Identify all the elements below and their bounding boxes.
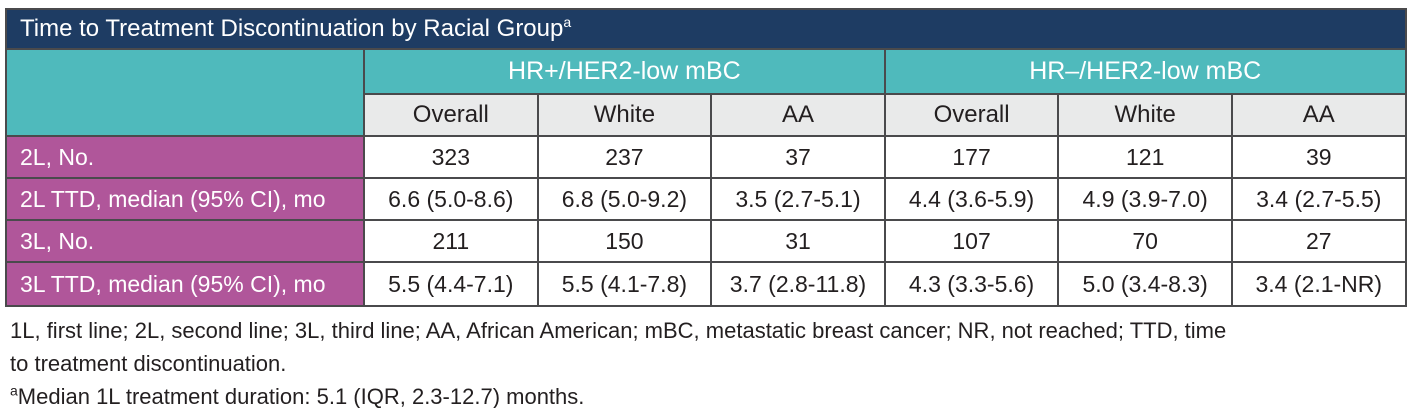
table-title-row: Time to Treatment Discontinuation by Rac…	[5, 8, 1407, 50]
row-label: 2L TTD, median (95% CI), mo	[5, 177, 365, 221]
table-cell: 4.3 (3.3-5.6)	[883, 261, 1060, 307]
ttd-table: Time to Treatment Discontinuation by Rac…	[5, 8, 1407, 307]
group-header-hr-negative: HR–/HER2-low mBC	[883, 48, 1407, 95]
sub-header-overall-1: Overall	[363, 93, 539, 137]
table-title-superscript: a	[563, 14, 572, 30]
table-cell: 150	[536, 219, 713, 263]
table-title: Time to Treatment Discontinuation by Rac…	[5, 8, 1407, 50]
table-cell: 4.4 (3.6-5.9)	[883, 177, 1060, 221]
footnote-median-duration: aMedian 1L treatment duration: 5.1 (IQR,…	[10, 380, 1412, 408]
table-cell: 211	[363, 219, 539, 263]
group-header-hr-positive: HR+/HER2-low mBC	[363, 48, 886, 95]
table-cell: 237	[536, 135, 713, 179]
table-cell: 3.4 (2.1-NR)	[1230, 261, 1407, 307]
table-cell: 5.5 (4.4-7.1)	[363, 261, 539, 307]
table-cell: 4.9 (3.9-7.0)	[1057, 177, 1233, 221]
sub-header-row: Overall White AA Overall White AA	[6, 93, 1407, 137]
sub-header-aa-2: AA	[1230, 93, 1407, 137]
table-cell: 3.4 (2.7-5.5)	[1230, 177, 1407, 221]
table-cell: 177	[883, 135, 1060, 179]
table-cell: 37	[710, 135, 886, 179]
table-cell: 323	[363, 135, 539, 179]
footnotes: 1L, first line; 2L, second line; 3L, thi…	[0, 307, 1412, 408]
sub-header-aa-1: AA	[710, 93, 886, 137]
table-cell: 5.0 (3.4-8.3)	[1057, 261, 1233, 307]
table-row-3l-ttd: 3L TTD, median (95% CI), mo 5.5 (4.4-7.1…	[5, 261, 1407, 307]
table-cell: 6.6 (5.0-8.6)	[363, 177, 539, 221]
table-title-text: Time to Treatment Discontinuation by Rac…	[20, 15, 564, 42]
footnote-median-duration-text: Median 1L treatment duration: 5.1 (IQR, …	[17, 384, 585, 408]
row-label: 3L, No.	[5, 219, 365, 263]
corner-cell	[5, 48, 365, 137]
table-cell: 5.5 (4.1-7.8)	[536, 261, 713, 307]
table-cell: 6.8 (5.0-9.2)	[536, 177, 713, 221]
table-row-2l-ttd: 2L TTD, median (95% CI), mo 6.6 (5.0-8.6…	[5, 177, 1407, 221]
footnote-abbreviations-line1: 1L, first line; 2L, second line; 3L, thi…	[10, 318, 1227, 343]
table-cell: 3.5 (2.7-5.1)	[710, 177, 886, 221]
table-cell: 27	[1230, 219, 1407, 263]
footnote-superscript: a	[10, 382, 18, 399]
table-cell: 121	[1057, 135, 1233, 179]
row-label: 3L TTD, median (95% CI), mo	[5, 261, 365, 307]
table-row-2l-no: 2L, No. 323 237 37 177 121 39	[5, 135, 1407, 179]
sub-header-overall-2: Overall	[883, 93, 1060, 137]
row-label: 2L, No.	[5, 135, 365, 179]
footnote-abbreviations-line2: to treatment discontinuation.	[10, 351, 287, 376]
group-header-row: HR+/HER2-low mBC HR–/HER2-low mBC	[5, 48, 1407, 137]
table-cell: 39	[1230, 135, 1407, 179]
table-cell: 31	[710, 219, 886, 263]
table-cell: 3.7 (2.8-11.8)	[710, 261, 886, 307]
sub-header-white-1: White	[536, 93, 713, 137]
sub-header-white-2: White	[1057, 93, 1233, 137]
table-cell: 70	[1057, 219, 1233, 263]
table-row-3l-no: 3L, No. 211 150 31 107 70 27	[5, 219, 1407, 263]
table-cell: 107	[883, 219, 1060, 263]
